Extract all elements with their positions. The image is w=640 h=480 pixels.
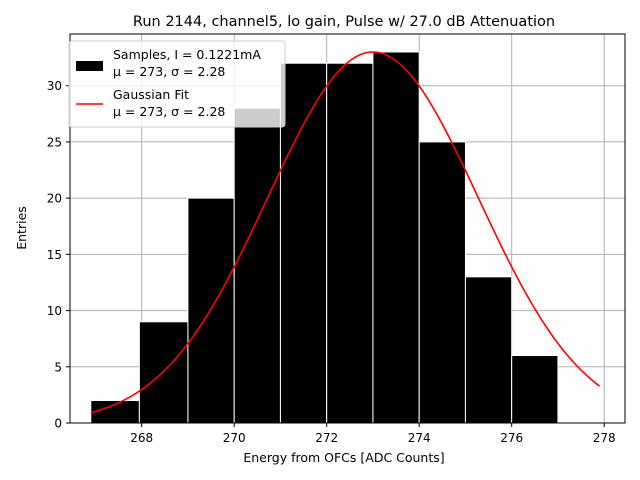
histogram-bar [511, 355, 559, 424]
y-tick-label: 20 [47, 192, 62, 206]
histogram-bar [279, 62, 328, 424]
legend-box [68, 40, 286, 128]
histogram-bar [372, 51, 420, 424]
legend-samples-swatch [76, 61, 103, 71]
histogram-bar [464, 276, 513, 424]
y-axis-ticks: 0 5 10 15 20 25 30 [47, 79, 70, 431]
x-tick-label: 268 [130, 431, 153, 445]
y-tick-label: 15 [47, 248, 62, 262]
histogram-bar [138, 321, 189, 424]
histogram-bar [326, 62, 374, 424]
histogram-bars [90, 51, 559, 424]
gaussian-fit-line [90, 51, 601, 414]
x-tick-label: 272 [315, 431, 338, 445]
histogram-bar [187, 197, 235, 424]
x-axis-label: Energy from OFCs [ADC Counts] [243, 450, 444, 465]
x-tick-label: 270 [223, 431, 246, 445]
y-tick-label: 10 [47, 304, 62, 318]
legend-samples-label: Samples, I = 0.1221mA [113, 47, 261, 62]
legend-samples-params: μ = 273, σ = 2.28 [113, 64, 225, 79]
legend-fit-params: μ = 273, σ = 2.28 [113, 104, 225, 119]
legend: Samples, I = 0.1221mA μ = 273, σ = 2.28 … [68, 40, 286, 128]
y-axis-label: Entries [14, 206, 29, 250]
histogram-bar [233, 107, 281, 424]
y-tick-label: 30 [47, 79, 62, 93]
histogram-bar [418, 141, 466, 424]
chart-title: Run 2144, channel5, lo gain, Pulse w/ 27… [133, 14, 555, 30]
x-tick-label: 274 [408, 431, 431, 445]
x-tick-label: 278 [593, 431, 616, 445]
x-tick-label: 276 [500, 431, 523, 445]
legend-fit-label: Gaussian Fit [113, 87, 189, 102]
y-tick-label: 5 [54, 360, 62, 374]
plot-frame [69, 33, 626, 424]
y-tick-label: 0 [54, 417, 62, 431]
y-tick-label: 25 [47, 135, 62, 149]
x-axis-ticks: 268 270 272 274 276 278 [130, 423, 616, 445]
